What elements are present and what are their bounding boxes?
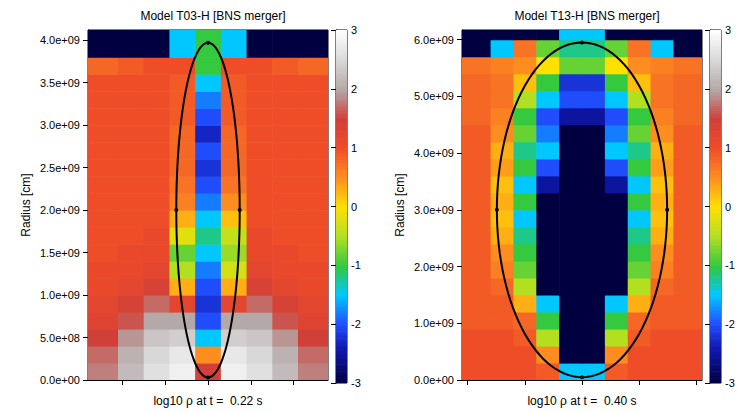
svg-text:3: 3: [351, 24, 357, 36]
svg-text:Model T13-H [BNS merger]: Model T13-H [BNS merger]: [514, 9, 659, 23]
svg-text:2.0e+09: 2.0e+09: [414, 261, 454, 273]
svg-text:-1: -1: [351, 259, 361, 271]
svg-text:4.0e+09: 4.0e+09: [414, 147, 454, 159]
svg-text:2: 2: [725, 83, 731, 95]
svg-text:1: 1: [351, 142, 357, 154]
svg-text:-2: -2: [351, 318, 361, 330]
svg-text:2.5e+09: 2.5e+09: [40, 162, 80, 174]
svg-text:2.0e+09: 2.0e+09: [40, 204, 80, 216]
svg-text:3.0e+09: 3.0e+09: [40, 119, 80, 131]
svg-text:1.0e+09: 1.0e+09: [414, 317, 454, 329]
svg-text:3.0e+09: 3.0e+09: [414, 204, 454, 216]
svg-text:Radius [cm]: Radius [cm]: [19, 173, 33, 236]
svg-text:5.0e+08: 5.0e+08: [40, 332, 80, 344]
svg-text:Radius [cm]: Radius [cm]: [393, 173, 407, 236]
svg-text:log10 ρ at t = 0.40 s: log10 ρ at t = 0.40 s: [527, 394, 636, 408]
svg-text:1: 1: [725, 142, 731, 154]
svg-text:-1: -1: [725, 259, 735, 271]
svg-text:0: 0: [351, 201, 357, 213]
svg-text:0: 0: [725, 201, 731, 213]
svg-text:5.0e+09: 5.0e+09: [414, 90, 454, 102]
svg-text:1.0e+09: 1.0e+09: [40, 289, 80, 301]
svg-text:2: 2: [351, 83, 357, 95]
svg-text:log10 ρ at t = 0.22 s: log10 ρ at t = 0.22 s: [153, 394, 262, 408]
svg-text:6.0e+09: 6.0e+09: [414, 34, 454, 46]
svg-text:-3: -3: [351, 377, 361, 389]
svg-text:0.0e+00: 0.0e+00: [40, 374, 80, 386]
svg-text:Model T03-H [BNS merger]: Model T03-H [BNS merger]: [140, 9, 285, 23]
svg-text:-3: -3: [725, 377, 735, 389]
svg-text:3: 3: [725, 24, 731, 36]
svg-text:3.5e+09: 3.5e+09: [40, 77, 80, 89]
svg-text:-2: -2: [725, 318, 735, 330]
svg-text:4.0e+09: 4.0e+09: [40, 34, 80, 46]
svg-text:0.0e+00: 0.0e+00: [414, 374, 454, 386]
svg-text:1.5e+09: 1.5e+09: [40, 247, 80, 259]
